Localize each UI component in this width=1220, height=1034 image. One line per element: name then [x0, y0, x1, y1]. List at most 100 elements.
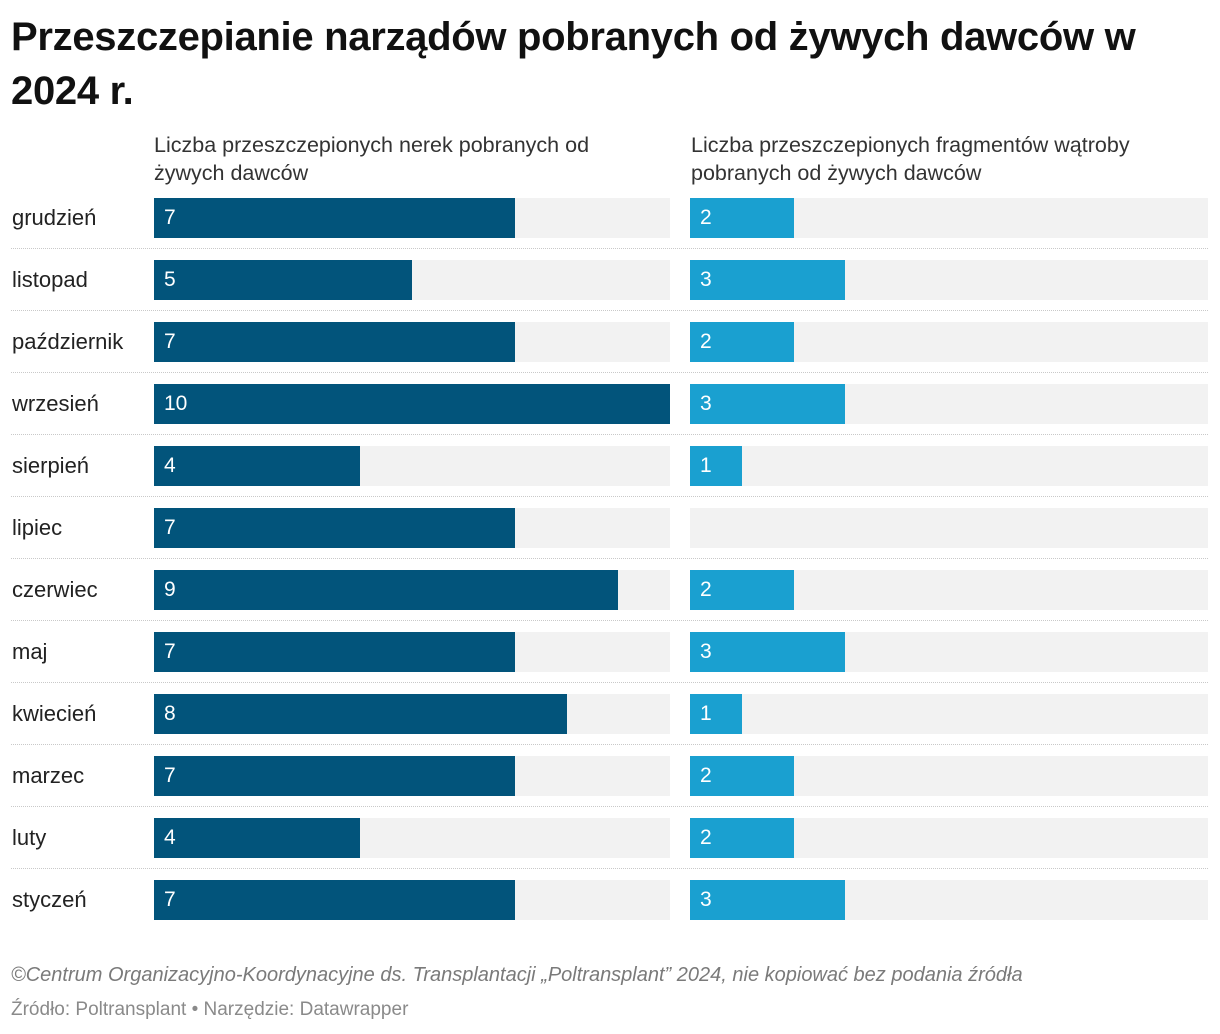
bar: 2 [690, 818, 794, 858]
bar-track: 8 [154, 694, 670, 734]
bar-track: 2 [690, 322, 1208, 362]
chart-row: wrzesień 10 3 [0, 384, 1220, 446]
bar: 2 [690, 570, 794, 610]
data-label: 4 [164, 826, 176, 849]
bar: 2 [690, 756, 794, 796]
data-label: 10 [164, 392, 188, 415]
bar-track: 2 [690, 198, 1208, 238]
data-label: 4 [164, 454, 176, 477]
bar-track: 7 [154, 880, 670, 920]
bar-track: 3 [690, 260, 1208, 300]
data-label: 2 [700, 764, 712, 787]
category-label: sierpień [12, 453, 90, 478]
bar-track: 2 [690, 570, 1208, 610]
bar: 5 [154, 260, 412, 300]
category-label: marzec [12, 763, 85, 788]
data-label: 2 [700, 330, 712, 353]
data-label: 8 [164, 702, 176, 725]
chart-row: październik 7 2 [0, 322, 1220, 384]
row-divider [11, 310, 1208, 311]
category-label: październik [12, 329, 124, 354]
data-label: 3 [700, 888, 712, 911]
chart-row: czerwiec 9 2 [0, 570, 1220, 632]
source-note: Źródło: Poltransplant • Narzędzie: Dataw… [11, 999, 409, 1020]
category-label: grudzień [12, 205, 97, 230]
category-label: kwiecień [12, 701, 97, 726]
bar-track: 7 [154, 756, 670, 796]
bar: 7 [154, 508, 515, 548]
bar: 7 [154, 756, 515, 796]
bar: 3 [690, 260, 845, 300]
bar-track: 7 [154, 508, 670, 548]
chart-row: maj 7 3 [0, 632, 1220, 694]
row-divider [11, 620, 1208, 621]
bar: 9 [154, 570, 618, 610]
bar-track: 2 [690, 756, 1208, 796]
bar-track: 2 [690, 818, 1208, 858]
bar: 2 [690, 322, 794, 362]
row-divider [11, 682, 1208, 683]
chart-row: kwiecień 8 1 [0, 694, 1220, 756]
bar: 3 [690, 384, 845, 424]
column-header-liver: Liczba przeszczepionych fragmentów wątro… [691, 133, 1130, 185]
data-label: 2 [700, 826, 712, 849]
bar: 7 [154, 880, 515, 920]
category-label: wrzesień [12, 391, 99, 416]
bar-track: 5 [154, 260, 670, 300]
bar-track: 7 [154, 198, 670, 238]
bar: 2 [690, 198, 794, 238]
category-label: maj [12, 639, 48, 664]
data-label: 9 [164, 578, 176, 601]
chart-row: grudzień 7 2 [0, 198, 1220, 260]
data-label: 7 [164, 764, 176, 787]
bar: 1 [690, 446, 742, 486]
category-label: czerwiec [12, 577, 98, 602]
chart-row: marzec 7 2 [0, 756, 1220, 818]
bar-track: 7 [154, 322, 670, 362]
bar: 4 [154, 446, 360, 486]
bar: 1 [690, 694, 742, 734]
bar: 3 [690, 632, 845, 672]
bar-track: 1 [690, 446, 1208, 486]
bar-track: 4 [154, 818, 670, 858]
row-divider [11, 496, 1208, 497]
row-divider [11, 868, 1208, 869]
category-label: lipiec [12, 515, 63, 540]
bar: 7 [154, 632, 515, 672]
bar: 10 [154, 384, 670, 424]
bar: 3 [690, 880, 845, 920]
data-label: 2 [700, 206, 712, 229]
column-header-kidneys: Liczba przeszczepionych nerek pobranych … [154, 133, 590, 185]
data-label: 3 [700, 268, 712, 291]
category-label: luty [12, 825, 47, 850]
bar-track: 3 [690, 384, 1208, 424]
data-label: 5 [164, 268, 176, 291]
bar: 8 [154, 694, 567, 734]
bar-track: 3 [690, 632, 1208, 672]
data-label: 1 [700, 454, 712, 477]
bar: 4 [154, 818, 360, 858]
copyright-note: ©Centrum Organizacyjno-Koordynacyjne ds.… [11, 964, 1023, 986]
bar-track: 10 [154, 384, 670, 424]
row-divider [11, 558, 1208, 559]
bar: 7 [154, 322, 515, 362]
data-label: 3 [700, 392, 712, 415]
data-label: 7 [164, 206, 176, 229]
bar-track: 9 [154, 570, 670, 610]
row-divider [11, 806, 1208, 807]
category-label: listopad [12, 267, 88, 292]
data-label: 7 [164, 516, 176, 539]
data-label: 2 [700, 578, 712, 601]
row-divider [11, 372, 1208, 373]
data-label: 7 [164, 888, 176, 911]
row-divider [11, 744, 1208, 745]
chart-row: luty 4 2 [0, 818, 1220, 880]
chart-title: Przeszczepianie narządów pobranych od ży… [11, 15, 1136, 113]
bar-track: 4 [154, 446, 670, 486]
bar-track: 7 [154, 632, 670, 672]
row-divider [11, 248, 1208, 249]
chart-plot-area: grudzień 7 2 listopad 5 3 październik 7 2 wrzesie… [0, 198, 1220, 920]
chart-row: listopad 5 3 [0, 260, 1220, 322]
bar: 7 [154, 198, 515, 238]
data-label: 7 [164, 640, 176, 663]
